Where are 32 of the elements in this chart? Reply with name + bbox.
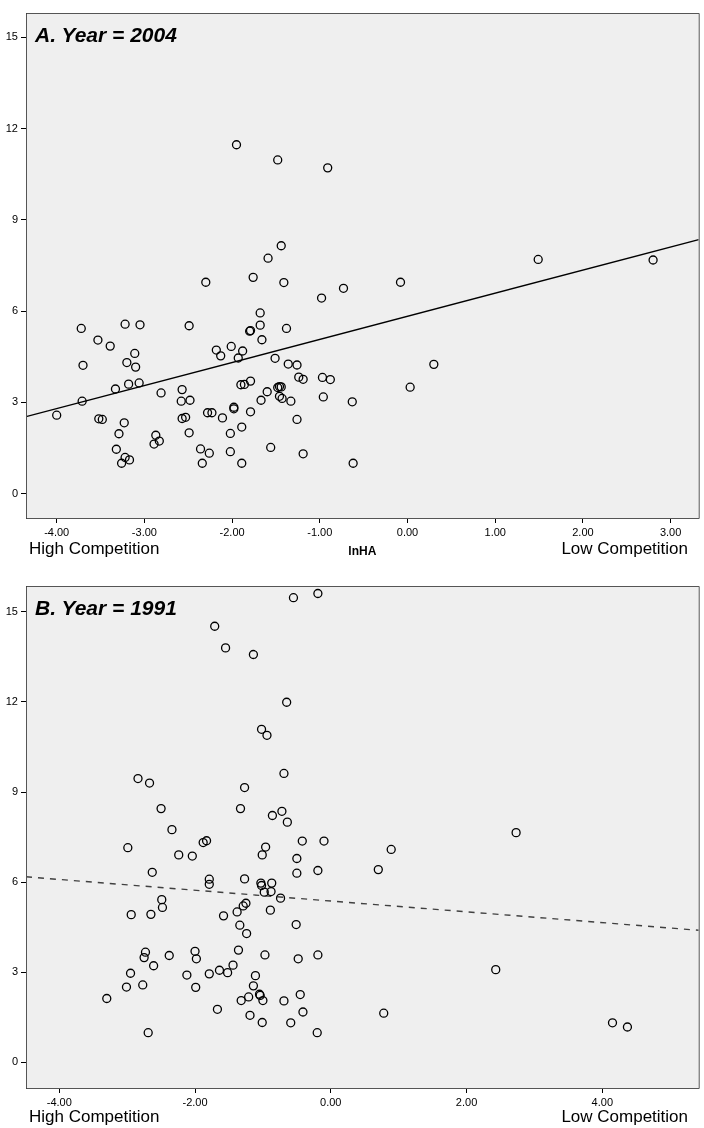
- x-tick-label: 0.00: [396, 525, 419, 538]
- y-tick-label: 3: [11, 395, 18, 408]
- y-tick-label: 3: [11, 965, 18, 978]
- x-tick-label: -1.00: [307, 525, 333, 538]
- x-tick-label: 1.00: [484, 525, 506, 538]
- text: A. Year = 2004: [34, 23, 178, 46]
- y-tick-label: 9: [11, 785, 18, 798]
- x-tick-label: 3.00: [659, 525, 682, 538]
- x-tick-label: -2.00: [182, 1095, 208, 1108]
- text: High Competition: [29, 1107, 160, 1126]
- text: B. Year = 1991: [35, 596, 177, 619]
- x-tick-label: 4.00: [591, 1095, 614, 1108]
- y-tick-label: 0: [11, 1055, 18, 1068]
- y-tick-label: 9: [11, 212, 18, 225]
- text: High Competition: [29, 539, 160, 558]
- x-tick-label: -2.00: [219, 525, 245, 538]
- y-tick-label: 0: [11, 486, 18, 499]
- text: Low Competition: [561, 1107, 688, 1126]
- y-tick-label: 6: [11, 875, 18, 888]
- y-tick-label: 12: [5, 694, 18, 707]
- x-axis-title: lnHA: [348, 544, 377, 558]
- x-tick-label: -3.00: [131, 525, 157, 538]
- y-tick-label: 12: [5, 121, 18, 134]
- x-tick-label: 2.00: [455, 1095, 478, 1108]
- y-tick-label: 15: [5, 30, 18, 43]
- x-tick-label: -4.00: [46, 1095, 72, 1108]
- y-tick-label: 6: [11, 304, 18, 317]
- x-tick-label: 0.00: [320, 1095, 342, 1108]
- x-tick-label: -4.00: [44, 525, 70, 538]
- text: Low Competition: [561, 539, 688, 558]
- x-tick-label: 2.00: [572, 525, 594, 538]
- y-tick-label: 15: [5, 604, 18, 617]
